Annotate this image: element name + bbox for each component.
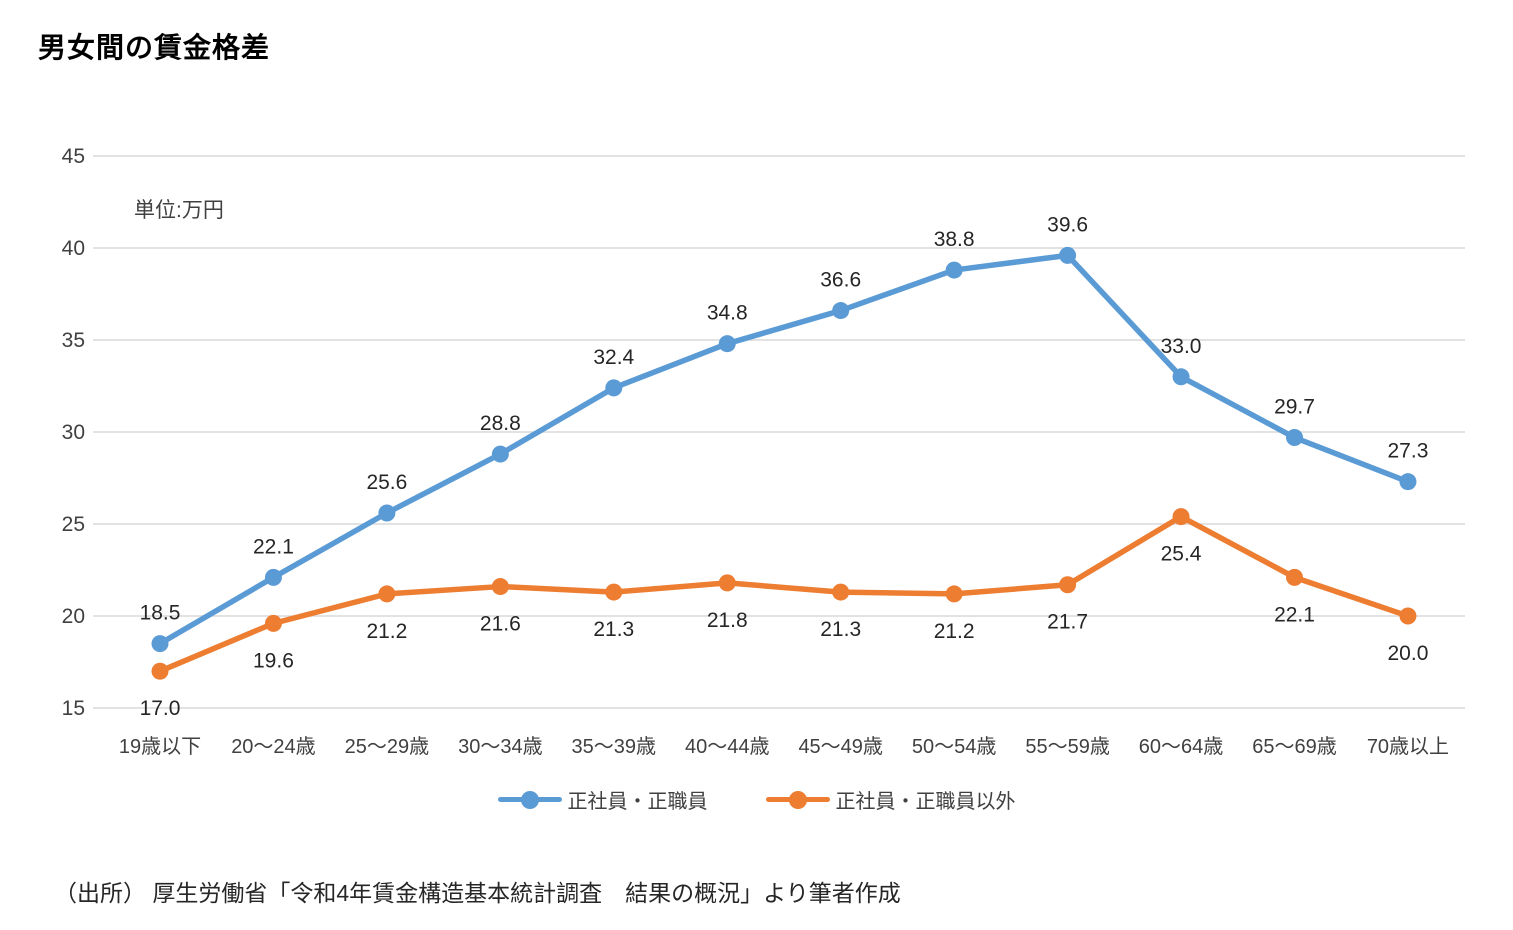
legend-dot-icon xyxy=(788,790,807,809)
data-point-marker xyxy=(1286,429,1303,447)
data-point-label: 20.0 xyxy=(1388,642,1429,665)
x-axis-category-label: 55〜59歳 xyxy=(1025,735,1110,758)
legend-label-non-regular: 正社員・正職員以外 xyxy=(835,791,1016,813)
x-axis-category-label: 20〜24歳 xyxy=(231,735,316,758)
y-axis-tick-label: 40 xyxy=(62,237,85,260)
y-axis-tick-label: 20 xyxy=(62,605,85,628)
data-point-label: 22.1 xyxy=(1274,603,1315,626)
data-point-label: 17.0 xyxy=(140,697,181,720)
legend-item-non-regular-employee: 正社員・正職員以外 xyxy=(765,785,1016,814)
x-axis-category-label: 30〜34歳 xyxy=(458,735,543,758)
legend-line-dot-marker xyxy=(497,790,562,810)
y-axis-tick-label: 35 xyxy=(62,329,85,352)
data-point-marker xyxy=(1286,568,1303,586)
data-point-label: 25.4 xyxy=(1161,543,1202,566)
data-point-label: 21.3 xyxy=(593,618,634,641)
x-axis-category-label: 65〜69歳 xyxy=(1252,735,1337,758)
data-point-label: 19.6 xyxy=(253,649,294,672)
data-point-label: 28.8 xyxy=(480,412,521,435)
page-title: 男女間の賃金格差 xyxy=(38,32,271,63)
x-axis-category-label: 19歳以下 xyxy=(119,735,201,758)
data-point-marker xyxy=(1059,576,1077,594)
source-note: （出所） 厚生労働省「令和4年賃金構造基本統計調査 結果の概況」より筆者作成 xyxy=(54,880,901,906)
data-point-marker xyxy=(945,585,963,603)
data-point-marker xyxy=(264,614,282,632)
data-point-marker xyxy=(832,583,850,601)
data-point-marker xyxy=(605,379,623,397)
series-line-non-regular xyxy=(157,513,1411,674)
data-point-marker xyxy=(1059,246,1077,264)
chart-legend: 正社員・正職員 正社員・正職員以外 xyxy=(0,785,1513,814)
data-point-marker xyxy=(945,261,963,279)
legend-line-dot-marker xyxy=(765,790,830,810)
data-point-marker xyxy=(378,504,396,522)
legend-item-regular-employee: 正社員・正職員 xyxy=(497,785,708,814)
series-line-regular xyxy=(157,252,1411,647)
data-point-marker xyxy=(151,635,169,653)
data-point-marker xyxy=(1399,473,1417,491)
data-point-marker xyxy=(718,574,736,592)
data-point-label: 21.8 xyxy=(707,609,748,632)
data-point-label: 29.7 xyxy=(1274,396,1315,419)
data-point-marker xyxy=(718,335,736,353)
data-point-label: 27.3 xyxy=(1388,440,1429,463)
data-point-label: 22.1 xyxy=(253,535,294,558)
data-point-marker xyxy=(491,578,509,596)
x-axis-category-label: 60〜64歳 xyxy=(1139,735,1224,758)
x-axis-category-label: 70歳以上 xyxy=(1367,735,1449,758)
data-point-label: 32.4 xyxy=(593,346,634,369)
data-point-label: 25.6 xyxy=(366,471,407,494)
x-axis-category-label: 40〜44歳 xyxy=(685,735,770,758)
data-point-label: 21.7 xyxy=(1047,611,1088,634)
unit-label: 単位:万円 xyxy=(134,199,224,222)
legend-dot-icon xyxy=(520,790,539,809)
data-point-marker xyxy=(605,583,623,601)
legend-label-regular: 正社員・正職員 xyxy=(567,791,708,813)
y-axis-tick-label: 15 xyxy=(62,697,85,720)
y-axis-tick-label: 30 xyxy=(62,421,85,444)
data-point-label: 18.5 xyxy=(140,602,181,625)
data-point-label: 34.8 xyxy=(707,302,748,325)
data-point-marker xyxy=(1399,607,1417,625)
data-point-label: 21.6 xyxy=(480,613,521,636)
data-point-marker xyxy=(378,585,396,603)
data-point-marker xyxy=(832,302,850,320)
x-axis-category-label: 25〜29歳 xyxy=(345,735,430,758)
data-point-marker xyxy=(491,445,509,463)
data-point-label: 21.3 xyxy=(820,618,861,641)
data-point-label: 36.6 xyxy=(820,269,861,292)
data-point-marker xyxy=(264,568,282,586)
data-point-label: 39.6 xyxy=(1047,213,1088,236)
y-axis-tick-label: 45 xyxy=(62,145,85,168)
y-axis-tick-label: 25 xyxy=(62,513,85,536)
x-axis-category-label: 45〜49歳 xyxy=(798,735,883,758)
data-point-label: 33.0 xyxy=(1161,335,1202,358)
data-point-label: 21.2 xyxy=(366,620,407,643)
data-point-marker xyxy=(1172,368,1190,386)
data-point-label: 38.8 xyxy=(934,228,975,251)
x-axis-category-label: 35〜39歳 xyxy=(572,735,657,758)
data-point-marker xyxy=(151,662,169,680)
data-point-marker xyxy=(1172,508,1190,526)
x-axis-category-label: 50〜54歳 xyxy=(912,735,997,758)
data-point-label: 21.2 xyxy=(934,620,975,643)
